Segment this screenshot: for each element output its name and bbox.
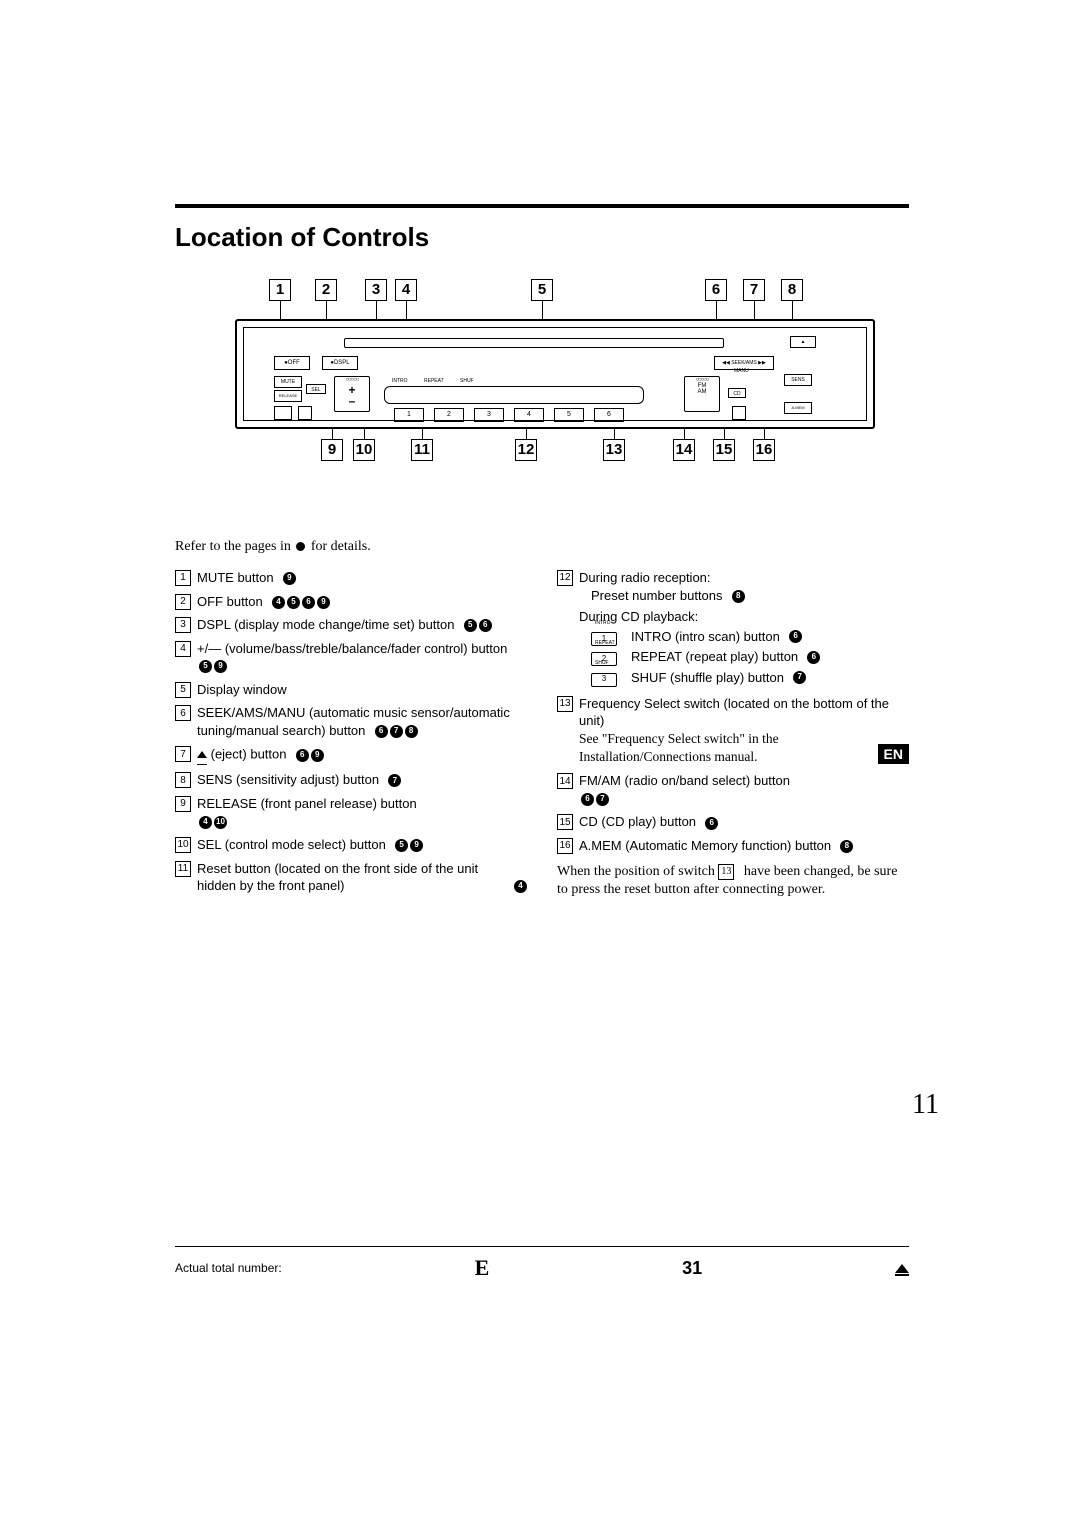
intro-text: Refer to the pages in for details. [175,539,909,555]
preset-2: 2 [434,408,464,422]
controls-diagram: 12345678 ●OFF ●DSPL MUTE RELEASE SEL ○○○… [235,279,875,499]
sel-knob [298,406,312,420]
right-column: 12 During radio reception: Preset number… [557,569,909,901]
reset-note: When the position of switch 13 have been… [557,863,909,901]
page-number: 11 [912,1089,939,1121]
item-14: 14 FM/AM (radio on/band select) button 6… [557,772,909,807]
unit-outline: ●OFF ●DSPL MUTE RELEASE SEL ○○○○○ + – IN… [235,319,875,429]
footer-label: Actual total number: [175,1261,282,1275]
footer-num: 31 [682,1258,702,1279]
callout-13: 13 [603,439,625,461]
off-button: ●OFF [274,356,310,370]
cd-knob [732,406,746,420]
item-3: 3DSPL (display mode change/time set) but… [175,616,527,634]
item-4: 4+/— (volume/bass/treble/balance/fader c… [175,640,527,675]
item-11: 11Reset button (located on the front sid… [175,860,527,895]
sens-button: SENS [784,374,812,386]
item-12: 12 During radio reception: Preset number… [557,569,909,689]
preset-3: 3 [474,408,504,422]
eject-button: ▲ [790,336,816,348]
fm-am-knob: ○○○○○ FM AM [684,376,720,412]
callout-15: 15 [713,439,735,461]
callout-7: 7 [743,279,765,301]
callout-3: 3 [365,279,387,301]
callout-4: 4 [395,279,417,301]
callout-10: 10 [353,439,375,461]
display-window [384,386,644,404]
cd-button: CD [728,388,746,398]
dspl-button: ●DSPL [322,356,358,370]
lang-badge: EN [878,744,909,764]
preset-5: 5 [554,408,584,422]
top-rule [175,204,909,208]
preset-4: 4 [514,408,544,422]
callout-8: 8 [781,279,803,301]
cd-slot [344,338,724,348]
preset-6: 6 [594,408,624,422]
item-6: 6SEEK/AMS/MANU (automatic music sensor/a… [175,704,527,739]
left-column: 1MUTE button 9 2OFF button 4569 3DSPL (dis… [175,569,527,901]
callout-5: 5 [531,279,553,301]
footer-letter: E [475,1255,490,1281]
release-button: RELEASE [274,390,302,402]
sel-button: SEL [306,384,326,394]
footer: Actual total number: E 31 [175,1246,909,1281]
item-2: 2OFF button 4569 [175,593,527,611]
callout-16: 16 [753,439,775,461]
callout-11: 11 [411,439,433,461]
preset-1: 1 [394,408,424,422]
callout-12: 12 [515,439,537,461]
page-title: Location of Controls [175,222,909,253]
item-7: 7 (eject) button 69 [175,745,527,765]
amem-button: A.MEM [784,402,812,414]
callout-14: 14 [673,439,695,461]
callout-9: 9 [321,439,343,461]
item-10: 10SEL (control mode select) button 59 [175,836,527,854]
callout-1: 1 [269,279,291,301]
item-16: 16 A.MEM (Automatic Memory function) but… [557,837,909,855]
eject-icon [895,1264,909,1273]
item-13: 13 Frequency Select switch (located on t… [557,695,909,767]
mute-button: MUTE [274,376,302,388]
item-1: 1MUTE button 9 [175,569,527,587]
release-knob [274,406,292,420]
item-9: 9RELEASE (front panel release) button410 [175,795,527,830]
vol-rocker: ○○○○○ + – [334,376,370,412]
item-8: 8SENS (sensitivity adjust) button 7 [175,771,527,789]
item-5: 5Display window [175,681,527,699]
item-15: 15 CD (CD play) button 6 [557,813,909,831]
callout-2: 2 [315,279,337,301]
callout-6: 6 [705,279,727,301]
